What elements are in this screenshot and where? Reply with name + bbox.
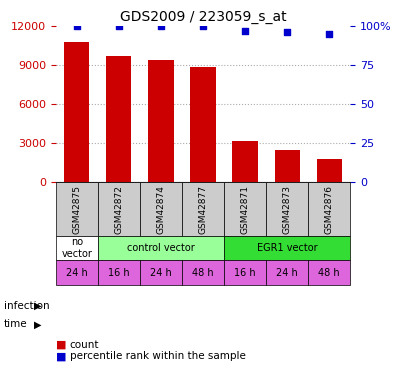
FancyBboxPatch shape xyxy=(140,261,182,285)
Bar xyxy=(148,60,174,182)
Text: 48 h: 48 h xyxy=(318,268,340,278)
FancyBboxPatch shape xyxy=(308,261,350,285)
Text: time: time xyxy=(4,320,27,329)
FancyBboxPatch shape xyxy=(224,182,266,236)
Text: ▶: ▶ xyxy=(34,301,41,310)
Bar xyxy=(316,159,342,182)
Bar xyxy=(64,42,90,182)
Point xyxy=(326,31,332,37)
Text: ▶: ▶ xyxy=(34,320,41,329)
Text: 24 h: 24 h xyxy=(276,268,298,278)
FancyBboxPatch shape xyxy=(266,182,308,236)
Text: control vector: control vector xyxy=(127,243,195,253)
FancyBboxPatch shape xyxy=(98,182,140,236)
Text: ■: ■ xyxy=(56,340,66,350)
Point xyxy=(74,23,80,29)
FancyBboxPatch shape xyxy=(56,182,98,236)
Text: EGR1 vector: EGR1 vector xyxy=(257,243,318,253)
FancyBboxPatch shape xyxy=(56,261,98,285)
FancyBboxPatch shape xyxy=(98,236,224,261)
FancyBboxPatch shape xyxy=(182,182,224,236)
FancyBboxPatch shape xyxy=(56,236,98,261)
FancyBboxPatch shape xyxy=(266,261,308,285)
Text: 24 h: 24 h xyxy=(150,268,172,278)
Bar xyxy=(106,56,131,182)
Point xyxy=(284,30,290,36)
Point xyxy=(242,28,248,34)
Text: GSM42875: GSM42875 xyxy=(72,184,81,234)
Text: ■: ■ xyxy=(56,351,66,361)
Point xyxy=(116,23,122,29)
Point xyxy=(158,23,164,29)
Text: infection: infection xyxy=(4,301,50,310)
FancyBboxPatch shape xyxy=(140,182,182,236)
Text: GSM42871: GSM42871 xyxy=(240,184,250,234)
Text: 24 h: 24 h xyxy=(66,268,88,278)
Bar xyxy=(232,141,258,182)
Text: 16 h: 16 h xyxy=(234,268,256,278)
FancyBboxPatch shape xyxy=(224,236,350,261)
FancyBboxPatch shape xyxy=(182,261,224,285)
Text: GSM42874: GSM42874 xyxy=(156,185,166,234)
FancyBboxPatch shape xyxy=(224,261,266,285)
Text: count: count xyxy=(70,340,99,350)
Text: GSM42872: GSM42872 xyxy=(114,185,123,234)
Text: percentile rank within the sample: percentile rank within the sample xyxy=(70,351,246,361)
Text: no
vector: no vector xyxy=(61,237,92,259)
Text: GSM42876: GSM42876 xyxy=(325,184,334,234)
Bar xyxy=(275,150,300,182)
FancyBboxPatch shape xyxy=(98,261,140,285)
Bar xyxy=(190,67,216,182)
FancyBboxPatch shape xyxy=(308,182,350,236)
Point xyxy=(200,23,206,29)
Text: GSM42877: GSM42877 xyxy=(199,184,207,234)
Text: 16 h: 16 h xyxy=(108,268,130,278)
Text: 48 h: 48 h xyxy=(192,268,214,278)
Title: GDS2009 / 223059_s_at: GDS2009 / 223059_s_at xyxy=(120,10,286,24)
Text: GSM42873: GSM42873 xyxy=(283,184,292,234)
